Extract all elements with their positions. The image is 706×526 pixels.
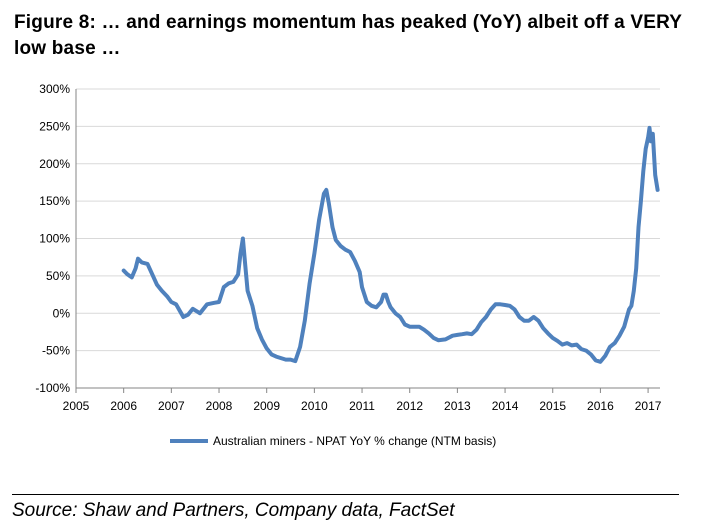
x-tick-label: 2014 [492, 399, 519, 413]
x-tick-label: 2015 [539, 399, 566, 413]
y-tick-label: 250% [39, 119, 70, 133]
figure-title: Figure 8: … and earnings momentum has pe… [14, 12, 682, 59]
x-tick-label: 2016 [587, 399, 614, 413]
x-tick-label: 2007 [158, 399, 185, 413]
y-tick-label: 200% [39, 157, 70, 171]
chart-container: -100% -50% 0% 50% 100% 150% 200% 250% 300% 2005 2… [0, 70, 706, 470]
y-tick-label: -50% [42, 344, 70, 358]
y-tick-label: 50% [46, 269, 70, 283]
x-axis-ticks: 2005 2006 2007 2008 2009 2010 2011 2012 2013 2014… [63, 388, 662, 413]
source-divider [12, 494, 679, 495]
x-tick-label: 2009 [253, 399, 280, 413]
y-tick-label: 0% [53, 306, 71, 320]
x-tick-label: 2012 [396, 399, 423, 413]
y-axis-ticks: -100% -50% 0% 50% 100% 150% 200% 250% 300% [35, 82, 70, 395]
axes [75, 89, 660, 389]
x-tick-label: 2006 [110, 399, 137, 413]
legend-label: Australian miners - NPAT YoY % change (N… [213, 434, 496, 448]
x-tick-label: 2010 [301, 399, 328, 413]
y-tick-label: 150% [39, 194, 70, 208]
y-tick-label: 300% [39, 82, 70, 96]
line-chart: -100%-50%0%50%100%150%200%250%300% 2005 2… [35, 82, 662, 448]
series-layer [121, 125, 660, 364]
x-tick-label: 2013 [444, 399, 471, 413]
x-tick-label: 2005 [63, 399, 90, 413]
legend: Australian miners - NPAT YoY % change (N… [170, 434, 496, 448]
y-tick-label: -100% [35, 381, 70, 395]
source-note: Source: Shaw and Partners, Company data,… [12, 500, 455, 521]
x-tick-label: 2011 [349, 399, 375, 413]
series-line [121, 125, 660, 364]
x-tick-label: 2008 [206, 399, 233, 413]
gridlines [76, 88, 660, 352]
y-tick-label: 100% [39, 232, 70, 246]
x-tick-label: 2017 [635, 399, 662, 413]
